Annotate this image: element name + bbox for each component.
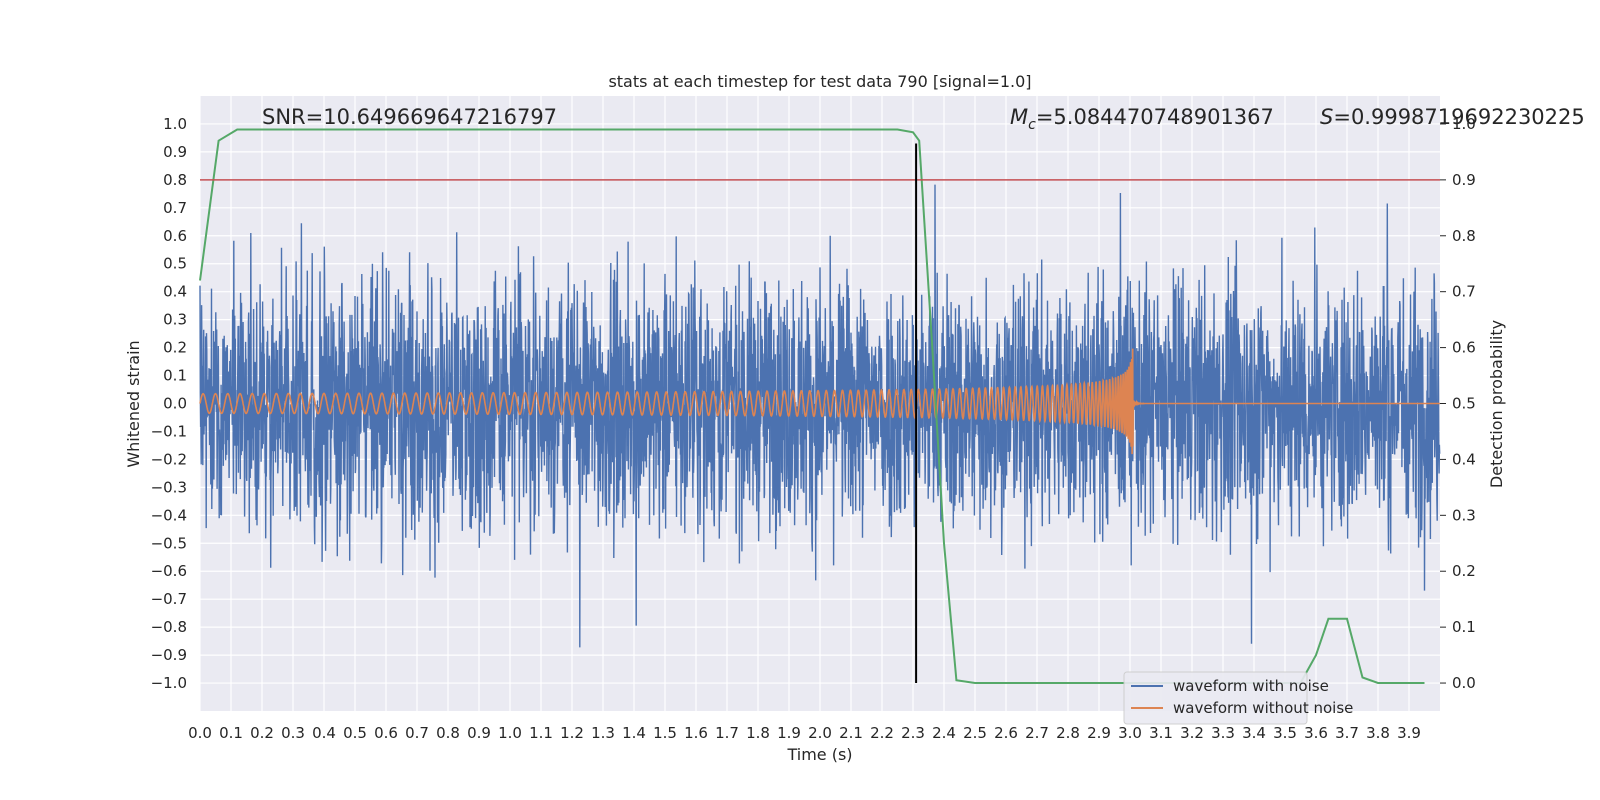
y-tick-label: 1.0 [163, 115, 187, 133]
x-tick-label: 3.1 [1149, 724, 1173, 742]
y2-tick-label: 0.1 [1452, 618, 1476, 636]
x-tick-label: 0.9 [467, 724, 491, 742]
x-tick-label: 3.7 [1335, 724, 1359, 742]
x-tick-label: 0.2 [250, 724, 274, 742]
series-waveform-without-noise [199, 348, 1440, 455]
y2-tick-label: 0.7 [1452, 283, 1476, 301]
x-tick-label: 1.8 [746, 724, 770, 742]
x-tick-label: 3.0 [1118, 724, 1142, 742]
y2-tick-label: 0.3 [1452, 506, 1476, 524]
y-tick-label: −0.6 [151, 562, 187, 580]
x-tick-label: 0.1 [219, 724, 243, 742]
x-tick-label: 3.8 [1366, 724, 1390, 742]
legend-box [1123, 671, 1308, 725]
legend: waveform with noise waveform without noi… [1123, 671, 1353, 725]
line-waveform-without-noise [199, 348, 1440, 455]
x-tick-label: 1.7 [715, 724, 739, 742]
y-tick-label: −0.1 [151, 422, 187, 440]
y-tick-label: −0.8 [151, 618, 187, 636]
x-tick-label: 3.2 [1180, 724, 1204, 742]
y-tick-label: 0.4 [163, 283, 187, 301]
x-axis-label: Time (s) [786, 745, 852, 764]
y-axis-label: Whitened strain [124, 340, 143, 467]
y-tick-label: 0.3 [163, 311, 187, 329]
chart-title: stats at each timestep for test data 790… [608, 72, 1031, 91]
y2-tick-label: 0.2 [1452, 562, 1476, 580]
y2-tick-label: 0.6 [1452, 339, 1476, 357]
x-tick-label: 0.4 [312, 724, 336, 742]
x-tick-label: 0.0 [188, 724, 212, 742]
x-tick-label: 1.2 [560, 724, 584, 742]
y-tick-label: 0.8 [163, 171, 187, 189]
y-tick-label: −0.2 [151, 450, 187, 468]
y-tick-label: 0.6 [163, 227, 187, 245]
x-tick-label: 2.7 [1025, 724, 1049, 742]
y-tick-label: −0.5 [151, 534, 187, 552]
markers [200, 143, 1440, 684]
x-tick-label: 3.6 [1304, 724, 1328, 742]
y2-tick-label: 0.8 [1452, 227, 1476, 245]
y2-tick-label: 1.0 [1452, 115, 1476, 133]
x-tick-label: 2.2 [870, 724, 894, 742]
y2-tick-label: 0.5 [1452, 395, 1476, 413]
y-tick-label: 0.7 [163, 199, 187, 217]
x-tick-label: 1.4 [622, 724, 646, 742]
y2-tick-label: 0.0 [1452, 674, 1476, 692]
y2-tick-label: 0.4 [1452, 450, 1476, 468]
line-detection-probability [199, 128, 1425, 684]
tick-labels: 0.0 0.1 0.2 0.3 0.4 0.5 0.6 0.7 0.8 0.9 1.0 1.1 1.2 1… [151, 115, 1476, 742]
y-tick-label: 0.5 [163, 255, 187, 273]
x-tick-label: 1.9 [777, 724, 801, 742]
score-annotation: S=0.9998719692230225 [1320, 105, 1585, 129]
x-tick-label: 0.8 [436, 724, 460, 742]
x-tick-label: 0.5 [343, 724, 367, 742]
y-tick-label: −0.9 [151, 646, 187, 664]
x-tick-label: 1.3 [591, 724, 615, 742]
y-tick-label: −0.3 [151, 478, 187, 496]
x-tick-label: 1.1 [529, 724, 553, 742]
y2-axis-label: Detection probability [1487, 320, 1506, 488]
y-tick-label: −0.4 [151, 506, 187, 524]
x-tick-label: 0.3 [281, 724, 305, 742]
x-tick-label: 0.7 [405, 724, 429, 742]
y-tick-label: −0.7 [151, 590, 187, 608]
x-tick-label: 2.1 [839, 724, 863, 742]
y-tick-label: 0.2 [163, 339, 187, 357]
x-tick-label: 3.5 [1273, 724, 1297, 742]
x-tick-label: 1.0 [498, 724, 522, 742]
x-tick-label: 3.3 [1211, 724, 1235, 742]
x-tick-label: 0.6 [374, 724, 398, 742]
x-tick-label: 2.3 [901, 724, 925, 742]
y-tick-label: 0.0 [163, 395, 187, 413]
x-tick-label: 3.9 [1397, 724, 1421, 742]
chirp-mass-annotation: Mc=5.084470748901367 [1010, 105, 1274, 133]
snr-annotation: SNR=10.649669647216797 [262, 105, 557, 129]
x-tick-label: 3.4 [1242, 724, 1266, 742]
y2-tick-label: 0.9 [1452, 171, 1476, 189]
y-tick-label: −1.0 [151, 674, 187, 692]
x-tick-label: 2.0 [808, 724, 832, 742]
legend-label-clean: waveform without noise [1173, 699, 1353, 717]
x-tick-label: 2.5 [963, 724, 987, 742]
legend-label-noise: waveform with noise [1173, 677, 1329, 695]
x-tick-label: 2.4 [932, 724, 956, 742]
x-tick-label: 2.9 [1087, 724, 1111, 742]
y-tick-label: 0.1 [163, 367, 187, 385]
x-tick-label: 1.6 [684, 724, 708, 742]
series-detection-probability [199, 128, 1425, 684]
x-tick-label: 2.6 [994, 724, 1018, 742]
x-tick-label: 1.5 [653, 724, 677, 742]
y-tick-label: 0.9 [163, 143, 187, 161]
x-tick-label: 2.8 [1056, 724, 1080, 742]
